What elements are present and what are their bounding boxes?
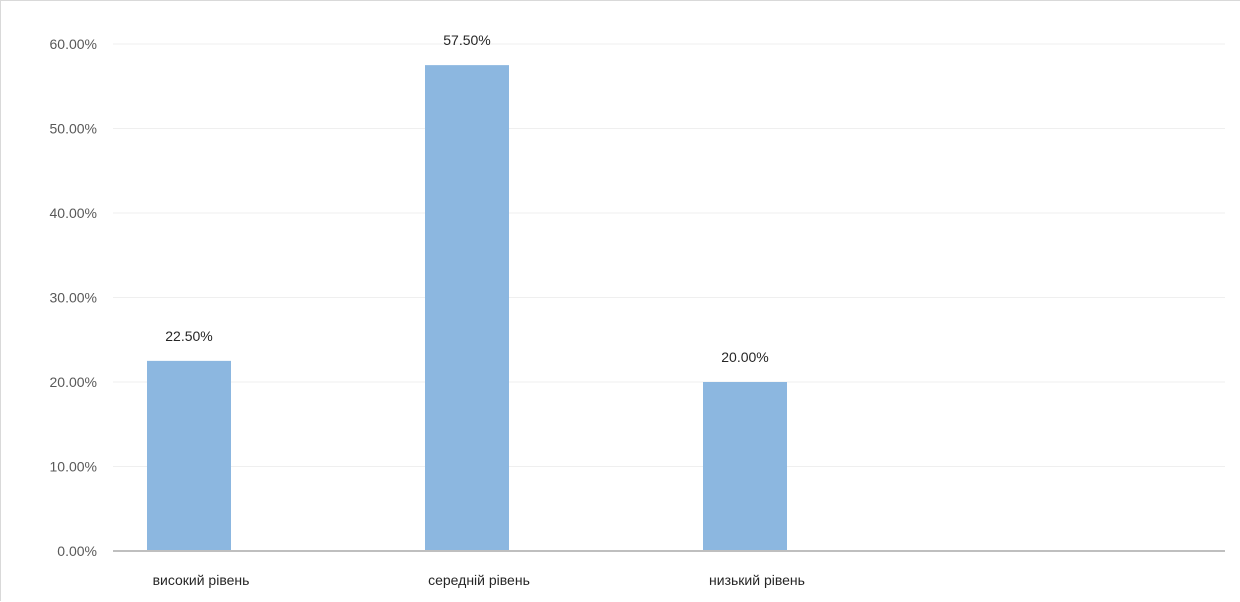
y-tick-label: 0.00% — [57, 543, 97, 559]
y-tick-label: 10.00% — [50, 459, 97, 475]
x-axis-category-labels: високий рівень середній рівень низький рів… — [153, 572, 805, 588]
bar — [425, 65, 509, 551]
x-category-label: середній рівень — [428, 572, 530, 588]
bar — [147, 360, 231, 551]
bar — [703, 382, 787, 551]
data-labels: 22.50% 57.50% 20.00% — [165, 32, 768, 365]
x-category-label: високий рівень — [153, 572, 250, 588]
data-label: 57.50% — [443, 32, 490, 48]
data-label: 20.00% — [721, 349, 768, 365]
y-tick-label: 20.00% — [50, 374, 97, 390]
gridlines — [113, 43, 1225, 467]
y-tick-label: 50.00% — [50, 121, 97, 137]
y-axis-ticks: 0.00% 10.00% 20.00% 30.00% 40.00% 50.00% 60.00… — [50, 36, 97, 559]
x-category-label: низький рівень — [709, 572, 805, 588]
data-label: 22.50% — [165, 328, 212, 344]
y-tick-label: 60.00% — [50, 36, 97, 52]
bars — [147, 65, 787, 551]
y-tick-label: 40.00% — [50, 205, 97, 221]
y-tick-label: 30.00% — [50, 290, 97, 306]
